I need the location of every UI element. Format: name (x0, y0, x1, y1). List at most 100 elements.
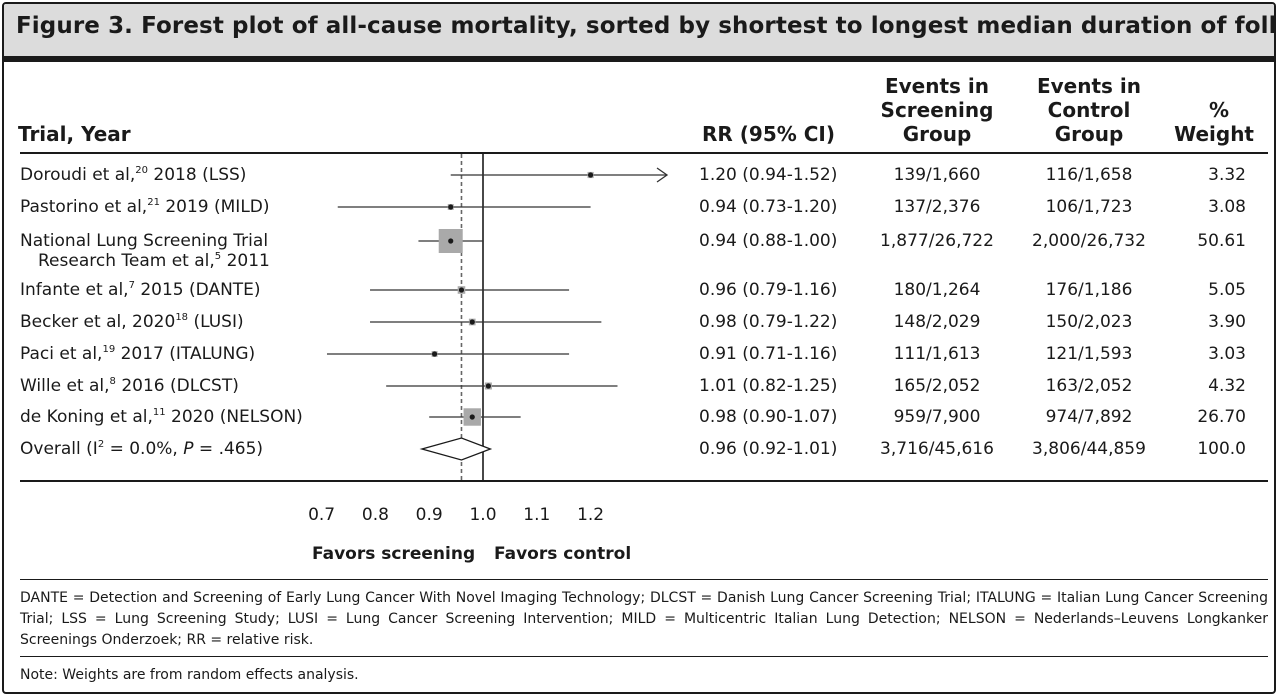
header-weight-line: Weight (1174, 122, 1254, 146)
point-estimate (431, 351, 438, 357)
favors-screening-label: Favors screening (312, 544, 476, 564)
screening-events: 1,877/26,722 (880, 231, 994, 251)
rr-ci-value: 0.91 (0.71-1.16) (699, 344, 838, 364)
trial-label-text: National Lung Screening Trial (20, 231, 269, 251)
x-tick-label: 1.1 (523, 505, 550, 525)
trial-label-year: 2020 (NELSON) (165, 407, 303, 427)
trial-label: de Koning et al,11 2020 (NELSON) (20, 407, 303, 427)
screening-events: 165/2,052 (893, 376, 981, 396)
overall-control-events: 3,806/44,859 (1032, 439, 1146, 459)
point-estimate (469, 319, 475, 325)
weight-value: 50.61 (1197, 231, 1246, 251)
header-weight: % Weight (1164, 98, 1254, 146)
header-weight-line: % (1208, 98, 1230, 122)
header-trial: Trial, Year (18, 122, 131, 146)
rr-ci-value: 0.98 (0.90-1.07) (699, 407, 838, 427)
trial-label-text: Wille et al, (20, 376, 110, 396)
overall-rr-ci: 0.96 (0.92-1.01) (699, 439, 838, 459)
control-events: 121/1,593 (1045, 344, 1133, 364)
screening-events: 180/1,264 (893, 280, 981, 300)
header-screening-line: Screening (880, 98, 994, 122)
rr-ci-value: 0.94 (0.73-1.20) (699, 197, 838, 217)
x-tick-label: 0.8 (362, 505, 389, 525)
trial-label-year: 2018 (LSS) (148, 165, 247, 185)
axis-rule (20, 480, 1268, 482)
header-screening-line: Events in (884, 74, 990, 98)
figure-title: Figure 3. Forest plot of all-cause morta… (16, 13, 1276, 39)
weights-note: Note: Weights are from random effects an… (20, 667, 359, 683)
favors-control-label: Favors control (494, 544, 632, 564)
overall-label-text: Overall (I (20, 439, 98, 459)
x-tick-label: 1.2 (577, 505, 604, 525)
trial-label-year: 2015 (DANTE) (134, 280, 261, 300)
overall-weight: 100.0 (1197, 439, 1246, 459)
rr-ci-value: 0.96 (0.79-1.16) (699, 280, 838, 300)
trial-label: Paci et al,19 2017 (ITALUNG) (20, 344, 255, 364)
trial-label: Becker et al, 202018 (LUSI) (20, 312, 244, 332)
screening-events: 137/2,376 (893, 197, 981, 217)
trial-label-text: Research Team et al, (38, 251, 215, 271)
reference-superscript: 7 (128, 280, 135, 291)
trial-label-year: 2019 (MILD) (159, 197, 270, 217)
trial-label-text: Pastorino et al, (20, 197, 148, 217)
ci-arrow (656, 167, 669, 183)
screening-events: 148/2,029 (893, 312, 981, 332)
header-control: Events in Control Group (1014, 74, 1164, 146)
i-squared-superscript: 2 (97, 439, 105, 450)
trial-label-year: (LUSI) (188, 312, 244, 332)
control-events: 150/2,023 (1045, 312, 1133, 332)
point-estimate (485, 383, 491, 389)
point-estimate (458, 287, 465, 293)
header-control-line: Control (1047, 98, 1131, 122)
overall-diamond (419, 437, 493, 461)
screening-events: 111/1,613 (893, 344, 981, 364)
control-events: 176/1,186 (1045, 280, 1133, 300)
reference-superscript: 19 (102, 344, 116, 355)
weight-value: 5.05 (1208, 280, 1246, 300)
reference-superscript: 20 (135, 165, 149, 176)
reference-superscript: 18 (175, 312, 189, 323)
overall-screening-events: 3,716/45,616 (880, 439, 994, 459)
header-control-line: Events in (1036, 74, 1142, 98)
point-estimate (448, 204, 454, 210)
trial-label: Doroudi et al,20 2018 (LSS) (20, 165, 246, 185)
note-rule (20, 656, 1268, 657)
trial-label: Pastorino et al,21 2019 (MILD) (20, 197, 270, 217)
p-symbol: P (183, 439, 194, 459)
trial-label-text: Doroudi et al, (20, 165, 136, 185)
screening-events: 959/7,900 (893, 407, 981, 427)
forest-plot: 0.7 0.8 0.9 1.0 1.1 1.2 (308, 154, 669, 525)
weight-value: 3.90 (1208, 312, 1246, 332)
header-control-line: Group (1054, 122, 1124, 146)
weight-value: 3.03 (1208, 344, 1246, 364)
header-rule (20, 152, 1268, 154)
reference-superscript: 21 (147, 197, 160, 208)
trial-label: Infante et al,7 2015 (DANTE) (20, 280, 261, 300)
trial-label-year: 2011 (221, 251, 270, 271)
weight-value: 3.08 (1208, 197, 1246, 217)
reference-superscript: 5 (214, 251, 222, 262)
control-events: 974/7,892 (1045, 407, 1133, 427)
point-estimate (469, 414, 475, 420)
control-events: 116/1,658 (1045, 165, 1133, 185)
trial-label: National Lung Screening Trial (20, 231, 268, 251)
trial-label-text: Paci et al, (20, 344, 103, 364)
title-bar: Figure 3. Forest plot of all-cause morta… (4, 4, 1274, 62)
point-estimate (448, 238, 454, 244)
weight-value: 4.32 (1208, 376, 1246, 396)
trial-label-line2: Research Team et al,5 2011 (38, 251, 270, 271)
trial-label-text: Infante et al, (20, 280, 129, 300)
x-tick-label: 1.0 (469, 505, 496, 525)
trial-label-text: Becker et al, 2020 (20, 312, 176, 332)
control-events: 2,000/26,732 (1032, 231, 1146, 251)
reference-superscript: 8 (109, 376, 116, 387)
control-events: 163/2,052 (1045, 376, 1133, 396)
rr-ci-value: 1.20 (0.94-1.52) (699, 165, 838, 185)
point-estimate (588, 172, 594, 178)
overall-label-text: = 0.0%, (104, 439, 184, 459)
overall-label: Overall (I2 = 0.0%, P = .465) (20, 439, 263, 459)
rr-ci-value: 0.94 (0.88-1.00) (699, 231, 838, 251)
weight-value: 3.32 (1208, 165, 1246, 185)
abbreviations-footnote: DANTE = Detection and Screening of Early… (20, 590, 1268, 648)
